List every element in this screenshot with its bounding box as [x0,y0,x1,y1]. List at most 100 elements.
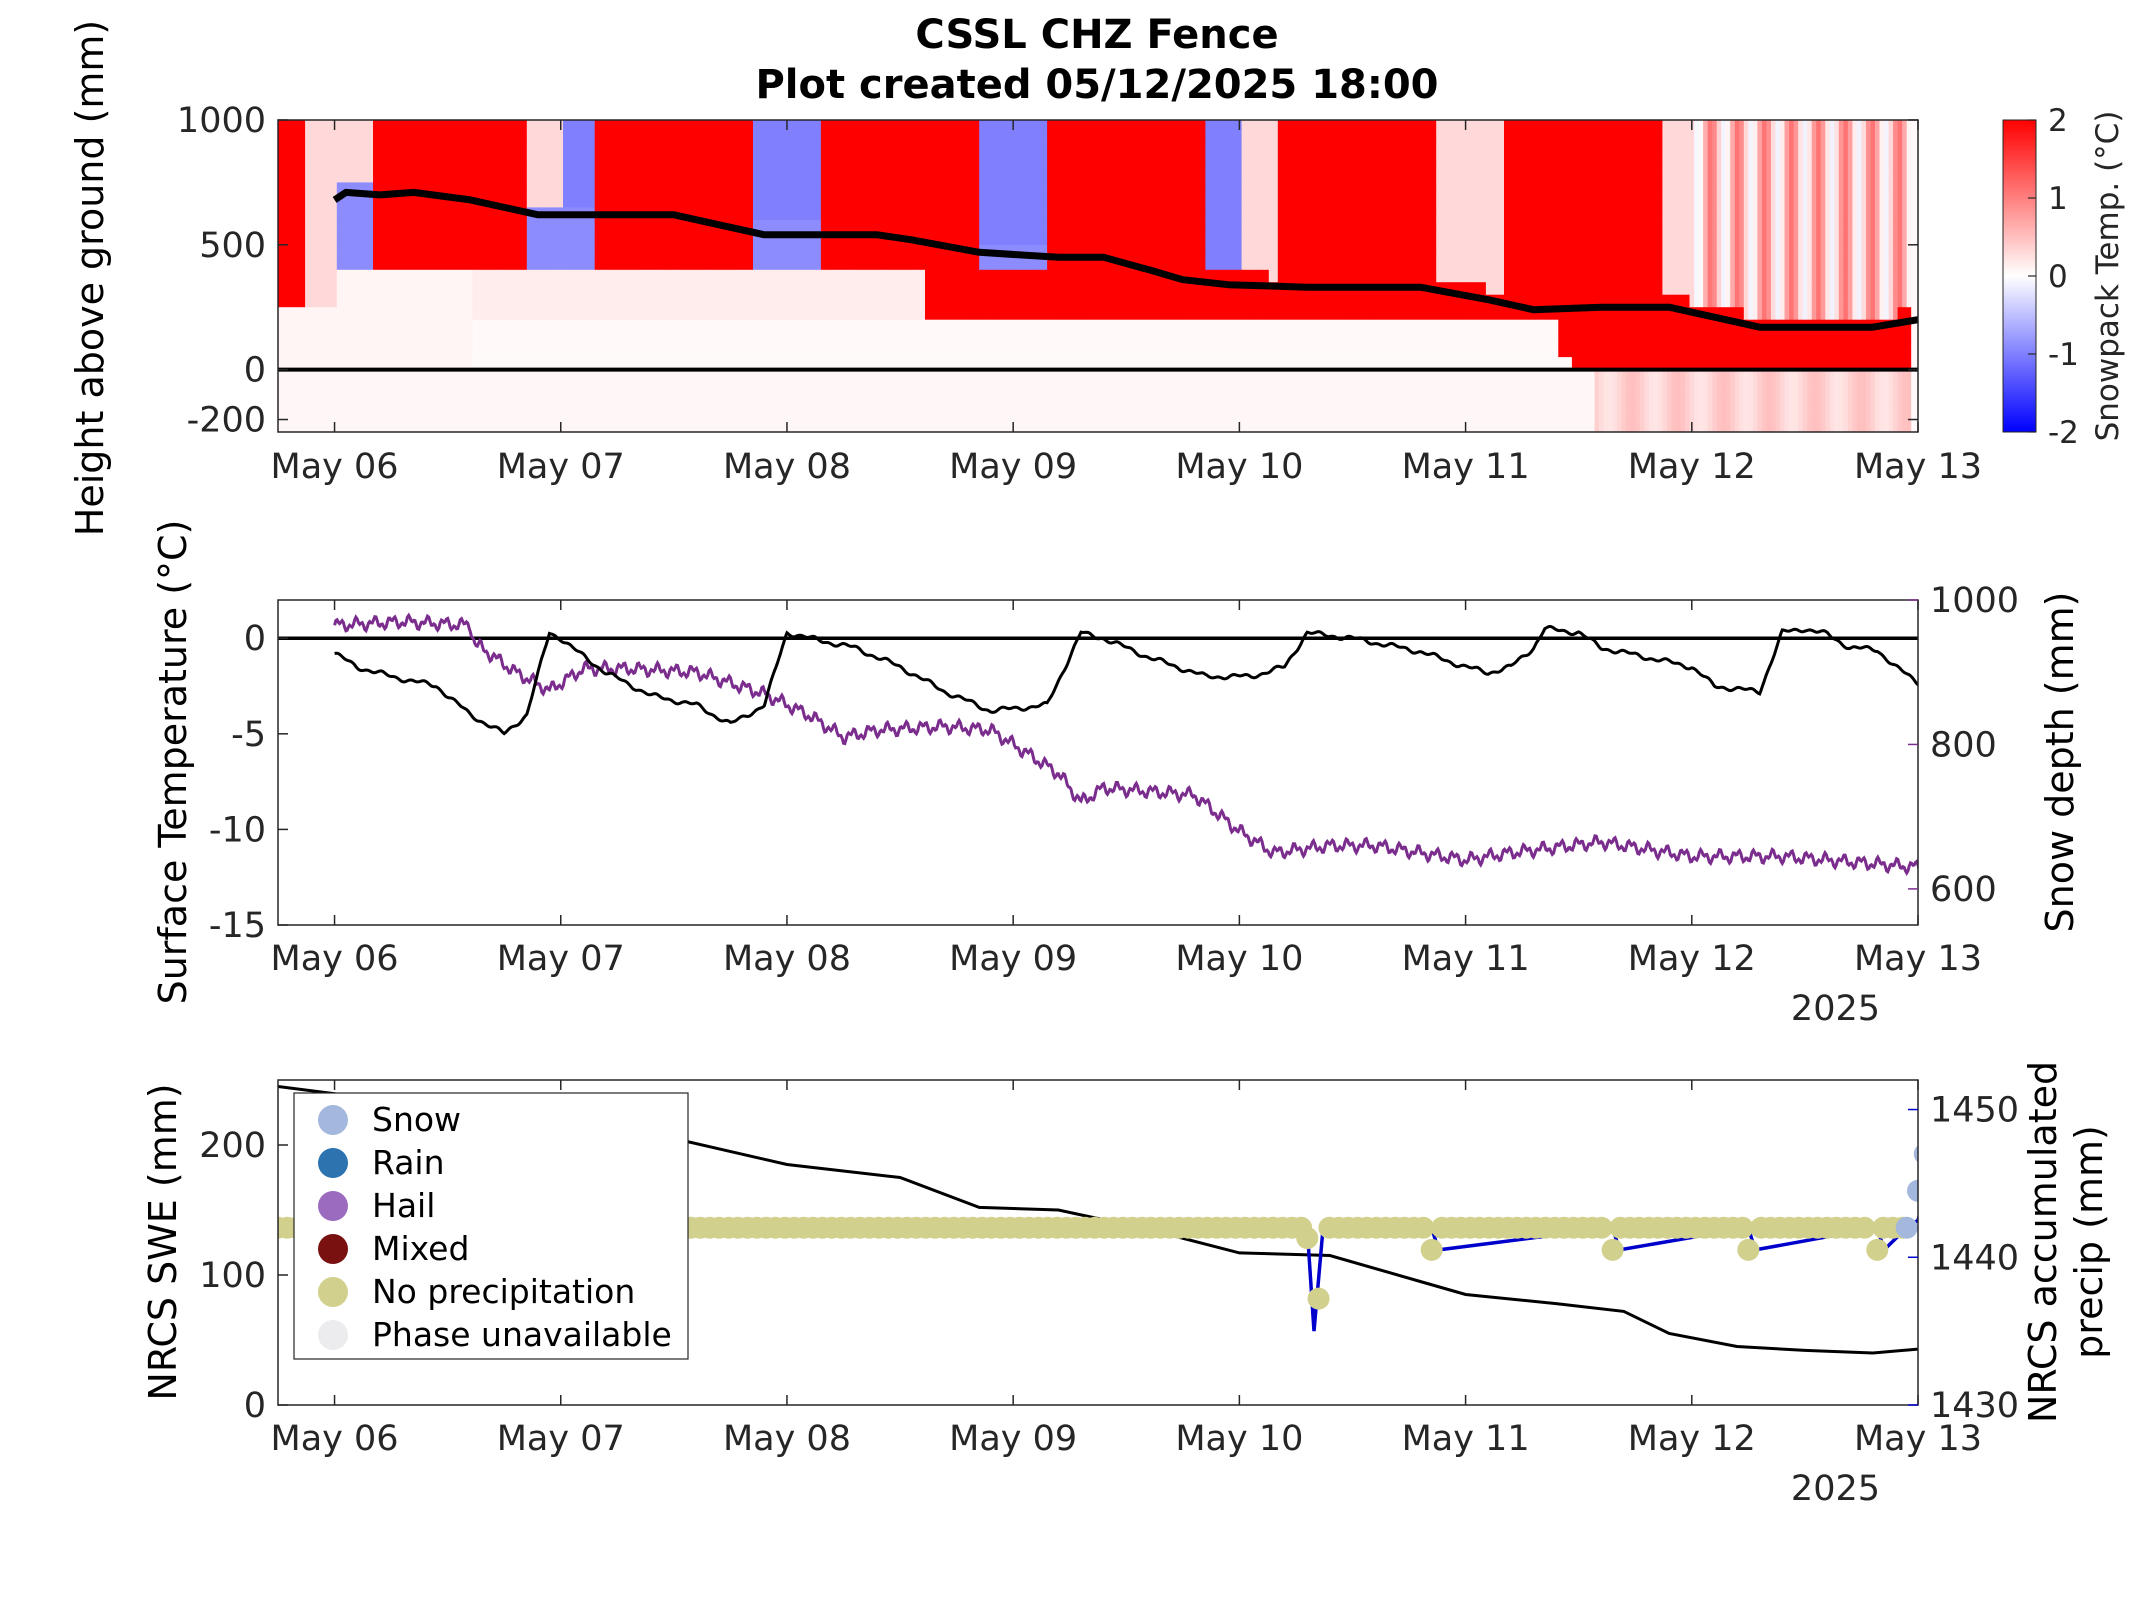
heatmap-cell [748,232,754,246]
heatmap-cell [848,344,854,358]
heatmap-cell [418,194,424,208]
heatmap-cell [703,407,709,421]
heatmap-cell [296,419,302,432]
heatmap-cell [1056,132,1062,146]
heatmap-cell [766,219,772,233]
heatmap-cell [992,194,998,208]
heatmap-cell [413,419,419,432]
heatmap-cell [431,145,437,159]
heatmap-cell [956,232,962,246]
heatmap-cell [635,332,641,346]
heatmap-cell [721,419,727,432]
heatmap-cell [925,319,931,333]
heatmap-cell [725,357,731,371]
heatmap-cell [698,369,704,383]
heatmap-cell [345,194,351,208]
heatmap-cell [436,219,442,233]
heatmap-cell [309,344,315,358]
heatmap-cell [554,257,560,271]
heatmap-cell [422,132,428,146]
heatmap-cell [309,207,315,221]
heatmap-cell [427,394,433,408]
heatmap-cell [1110,307,1116,321]
heatmap-cell [649,407,655,421]
heatmap-cell [1029,257,1035,271]
heatmap-cell [897,219,903,233]
heatmap-cell [1078,244,1084,258]
heatmap-cell [1128,319,1134,333]
heatmap-cell [621,257,627,271]
heatmap-cell [725,244,731,258]
heatmap-cell [943,120,949,134]
heatmap-cell [965,145,971,159]
heatmap-cell [323,394,329,408]
heatmap-cell [947,407,953,421]
heatmap-cell [934,269,940,283]
heatmap-cell [504,257,510,271]
heatmap-cell [712,257,718,271]
heatmap-cell [300,319,306,333]
heatmap-cell [983,344,989,358]
heatmap-cell [287,407,293,421]
heatmap-cell [1133,382,1139,396]
heatmap-cell [549,145,555,159]
heatmap-cell [653,257,659,271]
heatmap-cell [897,294,903,308]
heatmap-cell [1155,182,1161,196]
heatmap-cell [1087,282,1093,296]
heatmap-cell [1133,357,1139,371]
heatmap-cell [1178,307,1184,321]
heatmap-cell [336,307,342,321]
heatmap-cell [775,269,781,283]
heatmap-cell [449,407,455,421]
heatmap-cell [332,319,338,333]
heatmap-cell [499,319,505,333]
heatmap-cell [875,369,881,383]
heatmap-cell [359,357,365,371]
heatmap-cell [915,132,921,146]
heatmap-cell [1169,319,1175,333]
heatmap-cell [929,357,935,371]
heatmap-cell [938,407,944,421]
heatmap-cell [1092,319,1098,333]
heatmap-cell [716,344,722,358]
heatmap-cell [965,419,971,432]
heatmap-cell [934,369,940,383]
heatmap-cell [1164,244,1170,258]
heatmap-cell [630,294,636,308]
heatmap-cell [825,369,831,383]
heatmap-cell [1133,194,1139,208]
heatmap-cell [961,157,967,171]
heatmap-cell [513,207,519,221]
heatmap-cell [422,369,428,383]
heatmap-cell [667,169,673,183]
heatmap-cell [952,232,958,246]
heatmap-cell [884,382,890,396]
heatmap-cell [468,120,474,134]
heatmap-cell [929,419,935,432]
heatmap-cell [309,307,315,321]
heatmap-cell [572,145,578,159]
heatmap-cell [734,382,740,396]
heatmap-cell [875,169,881,183]
heatmap-cell [382,344,388,358]
heatmap-cell [1124,182,1130,196]
heatmap-cell [766,120,772,134]
heatmap-cell [382,244,388,258]
heatmap-cell [902,132,908,146]
heatmap-cell [1042,419,1048,432]
heatmap-cell [875,294,881,308]
heatmap-cell [418,319,424,333]
heatmap-cell [938,419,944,432]
heatmap-cell [400,157,406,171]
heatmap-cell [445,394,451,408]
heatmap-cell [1164,157,1170,171]
heatmap-cell [997,219,1003,233]
heatmap-cell [753,419,759,432]
heatmap-cell [377,382,383,396]
heatmap-cell [716,132,722,146]
heatmap-cell [775,169,781,183]
heatmap-cell [667,269,673,283]
heatmap-cell [1006,157,1012,171]
heatmap-cell [649,307,655,321]
